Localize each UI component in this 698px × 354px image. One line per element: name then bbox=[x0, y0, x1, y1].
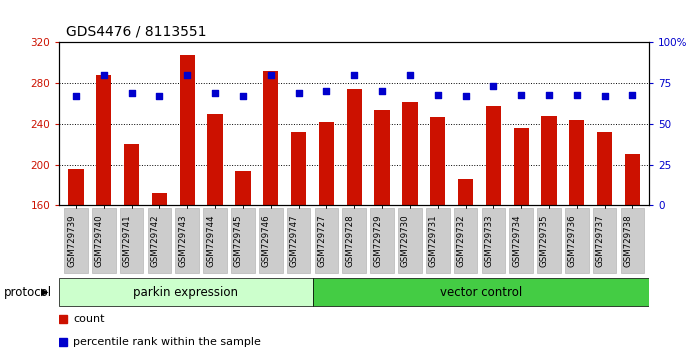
Bar bbox=[542, 116, 556, 205]
Point bbox=[627, 92, 638, 97]
Point bbox=[599, 93, 610, 99]
Point bbox=[432, 92, 443, 97]
Text: GSM729738: GSM729738 bbox=[623, 215, 632, 267]
Text: GSM729734: GSM729734 bbox=[512, 215, 521, 267]
Text: GSM729741: GSM729741 bbox=[123, 215, 132, 267]
Point bbox=[321, 88, 332, 94]
Point bbox=[376, 88, 387, 94]
Text: GSM729740: GSM729740 bbox=[95, 215, 104, 267]
Point bbox=[265, 72, 276, 78]
Text: GSM729737: GSM729737 bbox=[595, 215, 604, 267]
Bar bbox=[291, 132, 306, 205]
FancyBboxPatch shape bbox=[426, 208, 450, 273]
Point bbox=[348, 72, 359, 78]
FancyBboxPatch shape bbox=[510, 208, 533, 273]
Text: GSM729746: GSM729746 bbox=[262, 215, 271, 267]
Point bbox=[98, 72, 110, 78]
Text: vector control: vector control bbox=[440, 286, 522, 298]
Point bbox=[126, 90, 138, 96]
Text: GSM729743: GSM729743 bbox=[178, 215, 187, 267]
FancyBboxPatch shape bbox=[287, 208, 311, 273]
FancyBboxPatch shape bbox=[621, 208, 644, 273]
FancyBboxPatch shape bbox=[203, 208, 227, 273]
Text: percentile rank within the sample: percentile rank within the sample bbox=[73, 337, 261, 347]
FancyBboxPatch shape bbox=[259, 208, 283, 273]
FancyBboxPatch shape bbox=[120, 208, 144, 273]
Text: GSM729747: GSM729747 bbox=[290, 215, 299, 267]
Text: GSM729745: GSM729745 bbox=[234, 215, 243, 267]
FancyBboxPatch shape bbox=[315, 208, 339, 273]
Text: parkin expression: parkin expression bbox=[133, 286, 239, 298]
FancyBboxPatch shape bbox=[398, 208, 422, 273]
FancyBboxPatch shape bbox=[565, 208, 588, 273]
Text: GSM729727: GSM729727 bbox=[318, 215, 327, 267]
Bar bbox=[347, 89, 362, 205]
FancyBboxPatch shape bbox=[64, 208, 88, 273]
FancyBboxPatch shape bbox=[370, 208, 394, 273]
Point bbox=[544, 92, 555, 97]
FancyBboxPatch shape bbox=[148, 208, 171, 273]
Bar bbox=[207, 114, 223, 205]
Bar bbox=[263, 71, 279, 205]
Bar bbox=[235, 171, 251, 205]
FancyBboxPatch shape bbox=[482, 208, 505, 273]
Bar bbox=[374, 110, 389, 205]
FancyBboxPatch shape bbox=[92, 208, 116, 273]
Text: GSM729733: GSM729733 bbox=[484, 215, 493, 267]
Text: GSM729729: GSM729729 bbox=[373, 215, 382, 267]
Text: GSM729730: GSM729730 bbox=[401, 215, 410, 267]
Text: GDS4476 / 8113551: GDS4476 / 8113551 bbox=[66, 25, 207, 39]
Bar bbox=[179, 55, 195, 205]
Point bbox=[209, 90, 221, 96]
Text: ▶: ▶ bbox=[40, 287, 48, 297]
Point bbox=[404, 72, 415, 78]
Text: GSM729736: GSM729736 bbox=[567, 215, 577, 267]
Point bbox=[460, 93, 471, 99]
FancyBboxPatch shape bbox=[231, 208, 255, 273]
Bar bbox=[458, 179, 473, 205]
Point bbox=[154, 93, 165, 99]
Bar bbox=[569, 120, 584, 205]
Text: GSM729744: GSM729744 bbox=[206, 215, 215, 267]
Bar bbox=[514, 128, 529, 205]
Point bbox=[488, 84, 499, 89]
Bar bbox=[402, 102, 417, 205]
Point bbox=[70, 93, 82, 99]
Bar bbox=[96, 75, 112, 205]
Bar bbox=[68, 169, 84, 205]
Point bbox=[293, 90, 304, 96]
FancyBboxPatch shape bbox=[454, 208, 477, 273]
FancyBboxPatch shape bbox=[175, 208, 199, 273]
Point bbox=[181, 72, 193, 78]
FancyBboxPatch shape bbox=[593, 208, 616, 273]
Text: GSM729739: GSM729739 bbox=[67, 215, 76, 267]
Text: GSM729742: GSM729742 bbox=[151, 215, 159, 267]
Bar bbox=[124, 144, 140, 205]
Text: GSM729731: GSM729731 bbox=[429, 215, 438, 267]
FancyBboxPatch shape bbox=[343, 208, 366, 273]
Point bbox=[571, 92, 582, 97]
FancyBboxPatch shape bbox=[537, 208, 560, 273]
Text: count: count bbox=[73, 314, 105, 324]
Text: GSM729728: GSM729728 bbox=[346, 215, 354, 267]
Point bbox=[237, 93, 248, 99]
FancyBboxPatch shape bbox=[313, 278, 649, 306]
FancyBboxPatch shape bbox=[59, 278, 313, 306]
Text: GSM729735: GSM729735 bbox=[540, 215, 549, 267]
Bar bbox=[597, 132, 612, 205]
Bar bbox=[625, 154, 640, 205]
Point bbox=[516, 92, 527, 97]
Bar bbox=[319, 122, 334, 205]
Bar bbox=[486, 105, 501, 205]
Bar bbox=[152, 193, 167, 205]
Text: protocol: protocol bbox=[3, 286, 52, 298]
Bar bbox=[430, 117, 445, 205]
Text: GSM729732: GSM729732 bbox=[456, 215, 466, 267]
